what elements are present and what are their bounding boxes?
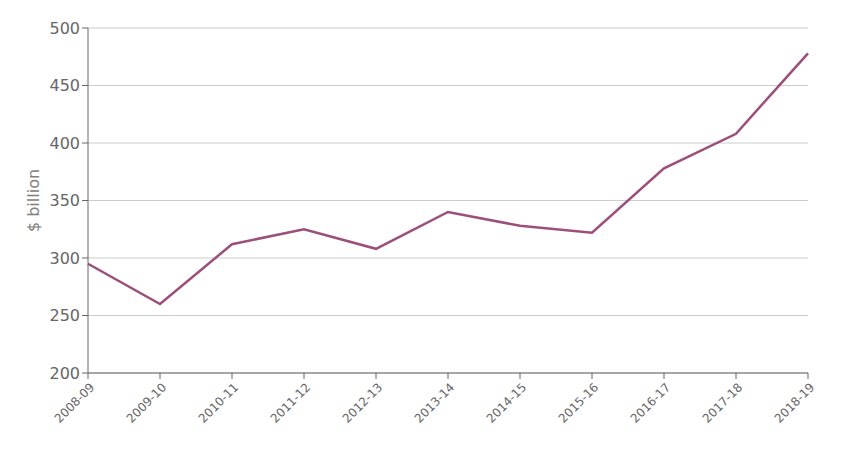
svg-text:200: 200 — [49, 364, 80, 383]
svg-text:2010-11: 2010-11 — [196, 380, 241, 425]
svg-text:400: 400 — [49, 134, 80, 153]
svg-text:2018-19: 2018-19 — [772, 380, 817, 425]
svg-text:2017-18: 2017-18 — [700, 380, 745, 425]
svg-text:350: 350 — [49, 191, 80, 210]
svg-text:2016-17: 2016-17 — [628, 380, 673, 425]
svg-text:2015-16: 2015-16 — [556, 380, 601, 425]
svg-text:450: 450 — [49, 76, 80, 95]
svg-text:2013-14: 2013-14 — [412, 380, 457, 425]
svg-text:2011-12: 2011-12 — [268, 380, 313, 425]
svg-text:$ billion: $ billion — [24, 169, 43, 232]
svg-text:2008-09: 2008-09 — [52, 380, 97, 425]
svg-text:2014-15: 2014-15 — [484, 380, 529, 425]
svg-text:300: 300 — [49, 249, 80, 268]
svg-text:500: 500 — [49, 19, 80, 38]
svg-text:2012-13: 2012-13 — [340, 380, 385, 425]
svg-text:2009-10: 2009-10 — [124, 380, 169, 425]
svg-text:250: 250 — [49, 306, 80, 325]
